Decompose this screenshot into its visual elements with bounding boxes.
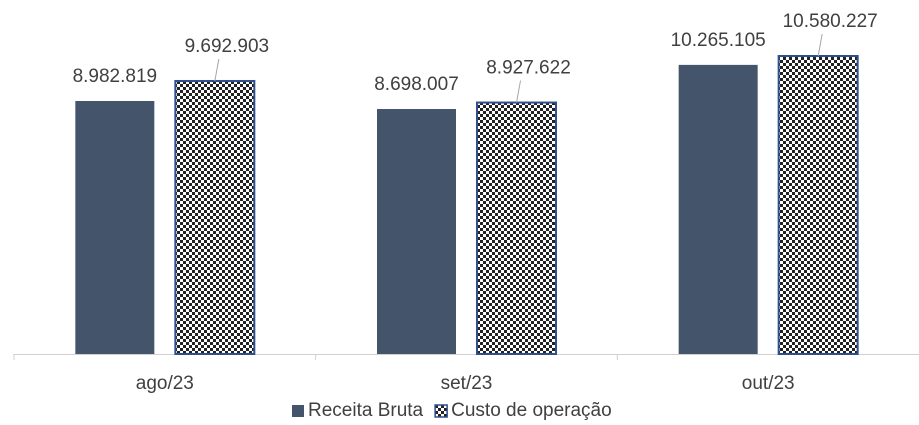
data-label: 10.580.227 [783, 11, 878, 32]
bar [476, 101, 557, 355]
leader-line [817, 33, 823, 57]
x-tick-label: ago/23 [136, 373, 194, 394]
bar [777, 55, 859, 355]
bar [75, 100, 155, 354]
data-label: 9.692.903 [185, 36, 270, 57]
legend-label: Receita Bruta [308, 400, 424, 421]
data-label: 8.698.007 [374, 74, 459, 95]
bar [377, 109, 456, 354]
bar [174, 79, 256, 355]
bar [678, 64, 758, 355]
legend-swatch [434, 404, 448, 418]
legend-label: Custo de operação [451, 400, 612, 421]
data-label: 8.927.622 [486, 58, 571, 79]
data-label: 10.265.105 [671, 30, 766, 51]
data-label: 8.982.819 [73, 66, 158, 87]
leader-line [214, 58, 220, 82]
leader-line [516, 80, 521, 103]
x-tick-label: set/23 [441, 373, 493, 394]
x-tick-label: out/23 [742, 373, 795, 394]
legend-swatch [292, 405, 304, 417]
